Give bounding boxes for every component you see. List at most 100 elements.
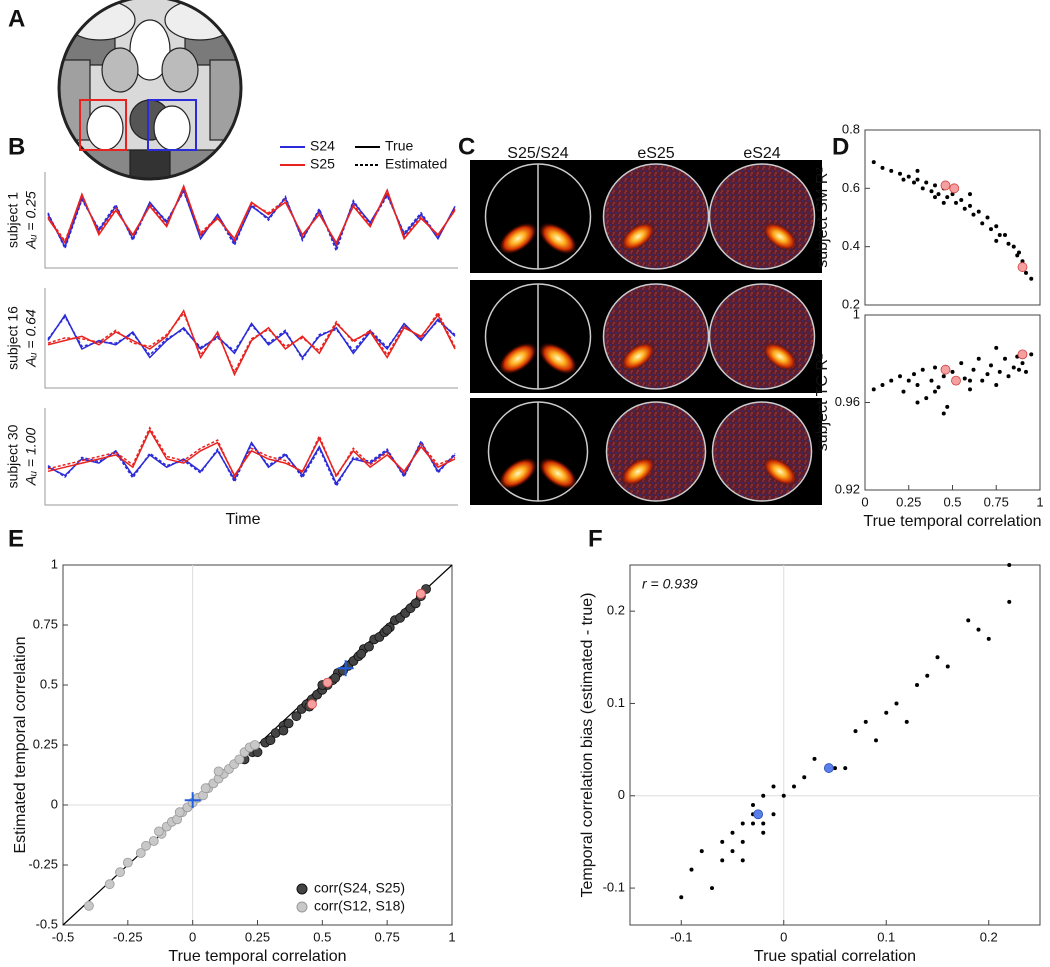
- x-tick-label: -0.5: [52, 929, 74, 944]
- point: [945, 664, 950, 669]
- x-tick-label: 0.1: [877, 929, 895, 944]
- point: [894, 701, 899, 706]
- point: [940, 364, 951, 375]
- annotation: r = 0.939: [642, 576, 698, 592]
- point: [1029, 352, 1034, 357]
- point: [889, 378, 894, 383]
- point: [994, 345, 999, 350]
- time-series: [47, 188, 456, 249]
- legend-label: S24: [310, 138, 335, 154]
- image-blob: [538, 222, 578, 255]
- x-axis-label: True temporal correlation: [168, 948, 346, 965]
- point: [740, 858, 745, 863]
- point: [871, 387, 876, 392]
- y-tick-label: 0.2: [842, 296, 860, 311]
- point: [174, 807, 185, 818]
- point: [962, 376, 967, 381]
- y-axis-label: Temporal correlation bias (estimated - t…: [579, 592, 596, 897]
- time-series: [47, 313, 456, 359]
- point: [1017, 250, 1021, 255]
- point: [997, 233, 1002, 237]
- point: [906, 378, 911, 383]
- y-tick-label: 0.25: [33, 736, 58, 751]
- point: [915, 383, 920, 387]
- point: [929, 378, 934, 383]
- x-tick-label: 0.5: [943, 494, 961, 509]
- legend-label: Estimated: [385, 156, 447, 172]
- image-blob: [762, 341, 798, 372]
- point: [976, 627, 981, 632]
- point: [989, 363, 993, 368]
- point: [889, 168, 894, 173]
- y-tick-label: 0.96: [835, 394, 860, 409]
- x-tick-label: 0: [780, 929, 787, 944]
- point: [968, 378, 972, 383]
- point: [853, 729, 858, 734]
- time-series: [47, 428, 456, 477]
- point: [1020, 361, 1025, 366]
- point: [968, 192, 972, 197]
- point: [945, 404, 950, 409]
- x-tick-label: 1: [1036, 494, 1043, 509]
- point: [941, 200, 946, 205]
- point: [935, 655, 940, 660]
- point: [880, 383, 885, 387]
- point: [898, 171, 902, 176]
- point: [751, 821, 755, 826]
- legend-label: S25: [310, 156, 335, 172]
- point: [915, 177, 920, 182]
- point: [994, 224, 999, 229]
- axis-frame: [44, 408, 458, 506]
- point: [976, 209, 981, 214]
- legend-label: corr(S24, S25): [314, 880, 405, 896]
- point: [1007, 563, 1012, 567]
- point: [980, 221, 985, 226]
- point: [740, 839, 745, 844]
- point: [843, 766, 848, 771]
- point: [959, 198, 964, 202]
- time-series: [47, 441, 456, 486]
- time-series: [47, 439, 456, 488]
- x-tick-label: 0.2: [980, 929, 998, 944]
- image-disk: [708, 283, 816, 390]
- point: [679, 895, 684, 900]
- point: [291, 711, 302, 722]
- point: [968, 387, 972, 392]
- plot-frame: [629, 564, 1041, 926]
- image-blob: [498, 457, 538, 490]
- point: [122, 857, 133, 868]
- panel-label: F: [588, 525, 603, 552]
- point: [833, 766, 837, 771]
- point: [753, 809, 764, 820]
- point: [933, 389, 937, 394]
- point: [761, 830, 766, 835]
- point: [154, 826, 164, 837]
- y-axis-label: subject TC R²: [814, 353, 831, 451]
- point: [906, 174, 911, 179]
- x-axis-label: True temporal correlation: [863, 513, 1041, 530]
- point: [364, 641, 374, 652]
- point: [104, 879, 115, 890]
- x-tick-label: 0.5: [313, 929, 331, 944]
- point: [989, 227, 993, 232]
- y-tick-label: 0.6: [842, 180, 860, 195]
- panel-y-label: subject 16: [5, 306, 21, 370]
- point: [751, 803, 755, 807]
- y-tick-label: 0.5: [40, 676, 58, 691]
- point: [781, 793, 786, 798]
- image-blob: [762, 221, 798, 252]
- point: [1011, 365, 1016, 370]
- point: [986, 636, 991, 641]
- cross-point: [184, 792, 201, 809]
- point: [901, 389, 906, 394]
- point: [761, 821, 766, 826]
- point: [382, 624, 393, 635]
- point: [951, 375, 961, 386]
- point: [1017, 367, 1021, 372]
- point: [971, 212, 976, 217]
- y-tick-label: 0: [51, 796, 58, 811]
- x-tick-label: 1: [448, 929, 455, 944]
- point: [720, 839, 725, 844]
- point: [730, 830, 735, 835]
